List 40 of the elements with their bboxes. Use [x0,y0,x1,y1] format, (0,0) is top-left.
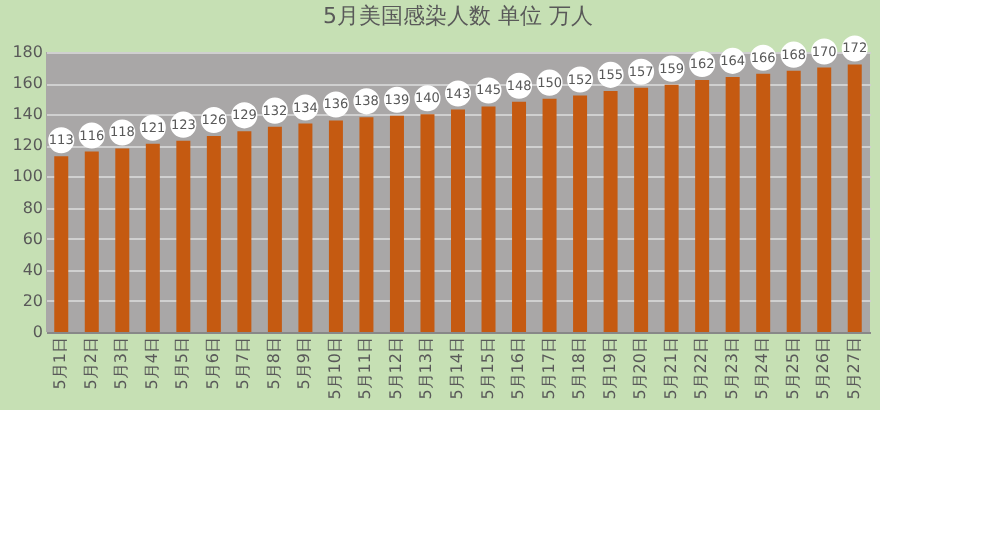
y-tick-label: 0 [32,323,43,341]
y-tick-label: 100 [12,167,43,186]
y-tick-label: 40 [22,260,43,279]
x-tick-label: 5月25日 [783,337,802,400]
y-tick-label: 160 [12,74,43,93]
x-tick-label: 5月11日 [356,337,375,400]
x-tick-label: 5月22日 [692,337,711,400]
x-tick-label: 5月13日 [417,337,436,400]
bar [695,80,710,332]
y-tick-label: 140 [12,105,43,124]
bar [206,136,221,332]
x-tick-label: 5月26日 [814,337,833,400]
x-tick-label: 5月12日 [386,337,405,400]
x-tick-label: 5月8日 [264,337,283,390]
x-tick-label: 5月19日 [600,337,619,400]
x-tick-label: 5月21日 [661,337,680,400]
x-tick-label: 5月27日 [844,337,863,400]
y-tick-label: 180 [12,43,43,61]
y-tick-label: 120 [12,136,43,155]
x-tick-label: 5月17日 [539,337,558,400]
x-tick-label: 5月3日 [112,337,131,390]
x-tick-label: 5月18日 [570,337,589,400]
x-tick-label: 5月24日 [753,337,772,400]
x-tick-label: 5月6日 [203,337,222,390]
chart-title: 5月美国感染人数 单位 万人 [323,3,593,30]
y-tick-label: 60 [22,229,43,248]
y-tick-label: 80 [22,198,43,217]
x-tick-label: 5月10日 [325,337,344,400]
x-tick-label: 5月9日 [295,337,314,390]
x-tick-label: 5月15日 [478,337,497,400]
x-tick-label: 5月20日 [631,337,650,400]
x-tick-label: 5月23日 [722,337,741,400]
x-tick-label: 5月5日 [173,337,192,390]
x-tick-label: 5月2日 [81,337,100,390]
x-tick-label: 5月14日 [448,337,466,400]
x-tick-label: 5月7日 [234,337,253,390]
y-tick-label: 20 [22,291,43,310]
x-tick-label: 5月16日 [509,337,528,400]
x-tick-label: 5月4日 [142,337,161,390]
x-tick-label: 5月1日 [51,337,70,390]
